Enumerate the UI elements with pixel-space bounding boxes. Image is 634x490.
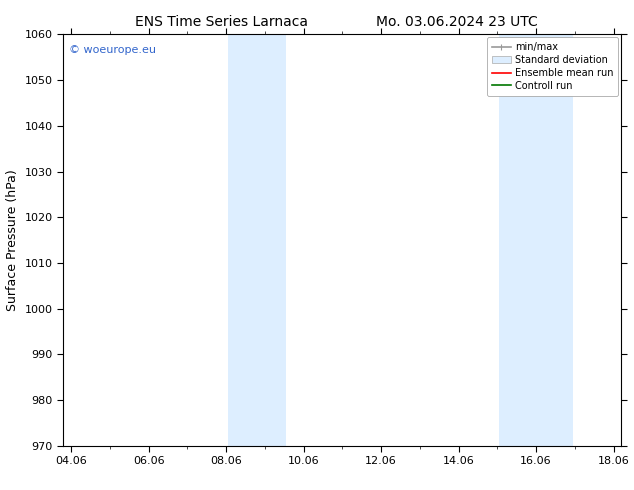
Text: © woeurope.eu: © woeurope.eu <box>69 45 156 54</box>
Text: Mo. 03.06.2024 23 UTC: Mo. 03.06.2024 23 UTC <box>375 15 538 29</box>
Bar <box>228 34 286 446</box>
Text: ENS Time Series Larnaca: ENS Time Series Larnaca <box>136 15 308 29</box>
Bar <box>500 34 573 446</box>
Legend: min/max, Standard deviation, Ensemble mean run, Controll run: min/max, Standard deviation, Ensemble me… <box>487 37 618 96</box>
Y-axis label: Surface Pressure (hPa): Surface Pressure (hPa) <box>6 169 19 311</box>
